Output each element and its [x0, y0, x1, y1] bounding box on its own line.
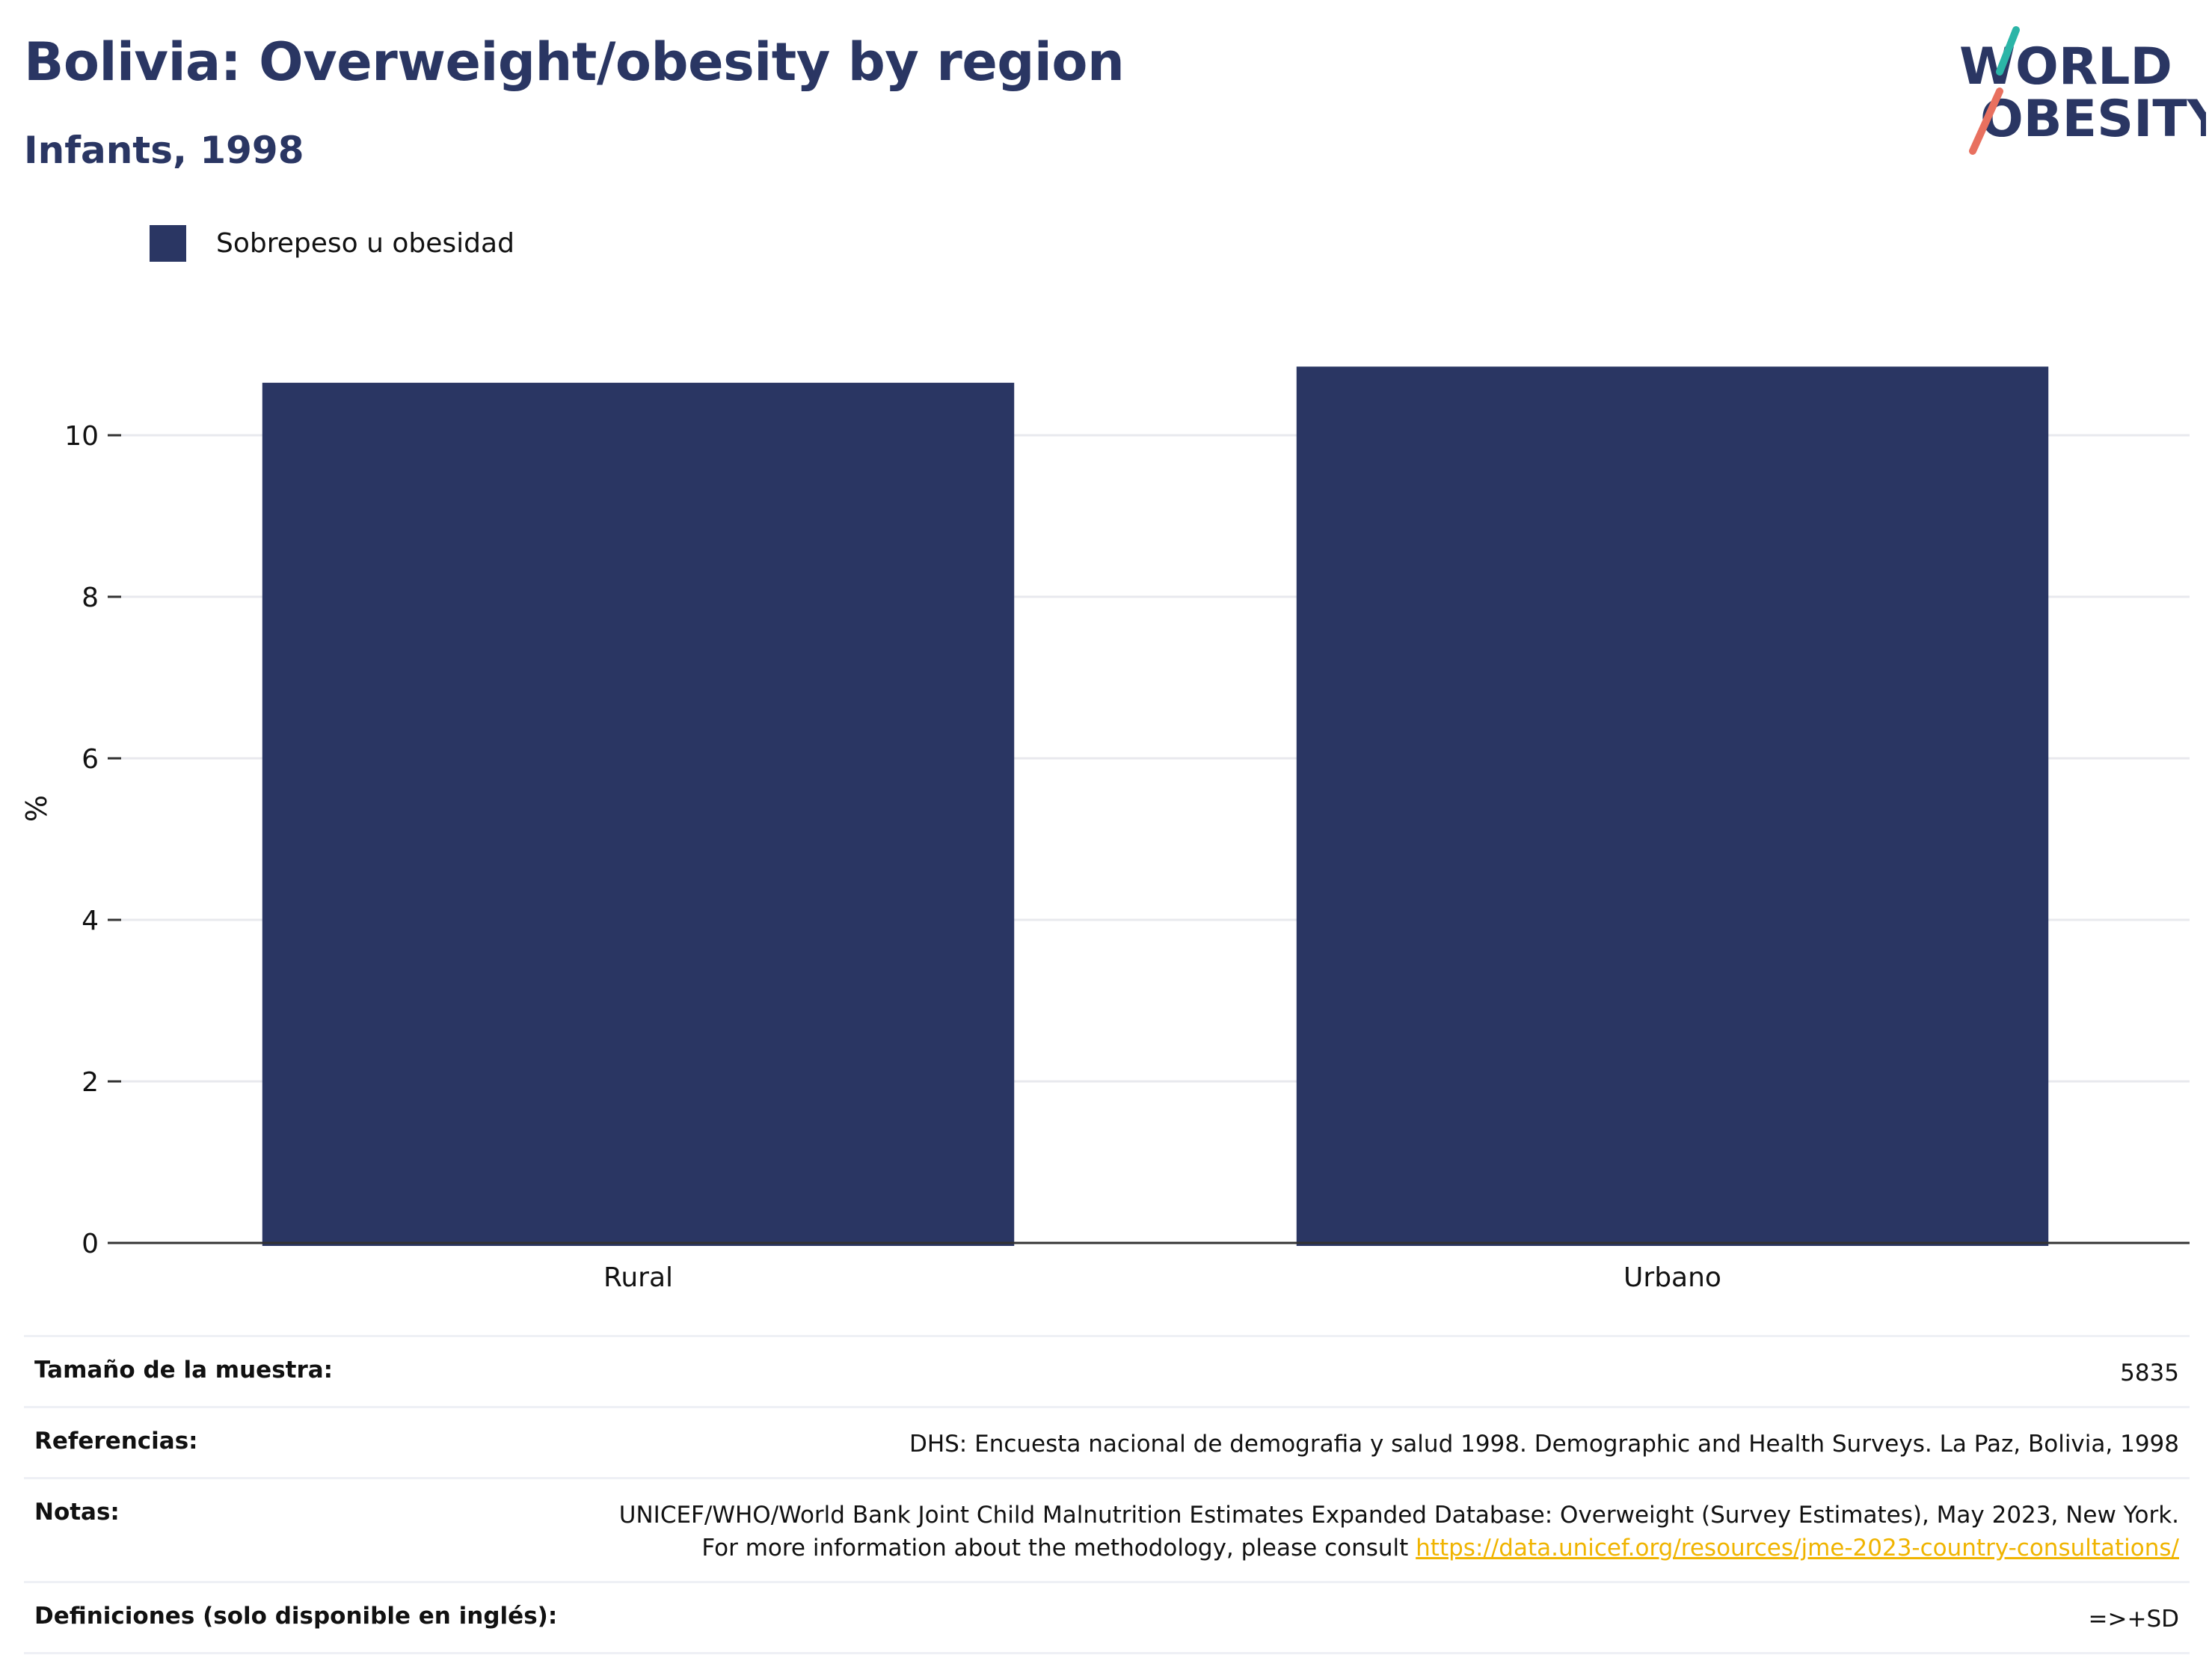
y-axis-label: %	[20, 795, 53, 822]
chart-legend: Sobrepeso u obesidad	[150, 224, 514, 262]
info-row: Notas: UNICEF/WHO/World Bank Joint Child …	[24, 1478, 2190, 1582]
legend-label: Sobrepeso u obesidad	[216, 227, 514, 259]
logo-line-1: WORLD	[1959, 37, 2172, 96]
y-tick-label: 6	[82, 744, 99, 775]
bar-rural	[262, 382, 1015, 1246]
info-value-text: DHS: Encuesta nacional de demografia y s…	[909, 1431, 2179, 1458]
page-title: Bolivia: Overweight/obesity by region	[24, 31, 1125, 93]
world-obesity-logo: WORLD OBESITY	[1959, 26, 2206, 155]
logo-slash-teal	[1996, 26, 2020, 76]
info-table: Tamaño de la muestra: 5835 Referencias: DHS…	[24, 1335, 2190, 1654]
x-axis-ticks: Rural Urbano	[603, 1262, 1721, 1293]
y-axis-ticks: 0 2 4 6 8 10	[64, 421, 121, 1259]
info-label: Notas:	[34, 1499, 120, 1526]
info-value-text: =>+SD	[2088, 1606, 2179, 1633]
page-subtitle: Infants, 1998	[24, 129, 304, 172]
info-row: Tamaño de la muestra: 5835	[24, 1336, 2190, 1407]
info-value: UNICEF/WHO/World Bank Joint Child Malnut…	[568, 1479, 2190, 1582]
info-value: =>+SD	[568, 1582, 2190, 1654]
y-tick-label: 4	[82, 906, 99, 936]
chart-bars	[262, 366, 2049, 1247]
info-row: Referencias: DHS: Encuesta nacional de de…	[24, 1407, 2190, 1479]
y-tick-label: 2	[82, 1067, 99, 1098]
info-label: Tamaño de la muestra:	[34, 1357, 334, 1384]
y-tick-label: 8	[82, 583, 99, 613]
y-tick-label: 10	[64, 421, 99, 452]
x-tick-label: Rural	[603, 1262, 673, 1293]
info-value-text: UNICEF/WHO/World Bank Joint Child Malnut…	[618, 1502, 2179, 1562]
x-tick-label: Urbano	[1623, 1262, 1721, 1293]
info-value: DHS: Encuesta nacional de demografia y s…	[568, 1407, 2190, 1479]
info-label: Definiciones (solo disponible en inglés)…	[34, 1603, 558, 1630]
bar-urbano	[1296, 366, 2049, 1247]
bar-chart: 0 2 4 6 8 10 Rural Urbano %	[20, 366, 2190, 1293]
methodology-link[interactable]: https://data.unicef.org/resources/jme-20…	[1416, 1535, 2179, 1562]
info-value-text: 5835	[2120, 1360, 2179, 1387]
info-label: Referencias:	[34, 1428, 198, 1455]
legend-swatch	[150, 224, 186, 262]
logo-line-2: OBESITY	[1980, 90, 2206, 149]
logo-slash-coral	[1969, 87, 2003, 155]
info-value: 5835	[568, 1336, 2190, 1407]
info-row: Definiciones (solo disponible en inglés)…	[24, 1582, 2190, 1654]
y-tick-label: 0	[82, 1229, 99, 1259]
